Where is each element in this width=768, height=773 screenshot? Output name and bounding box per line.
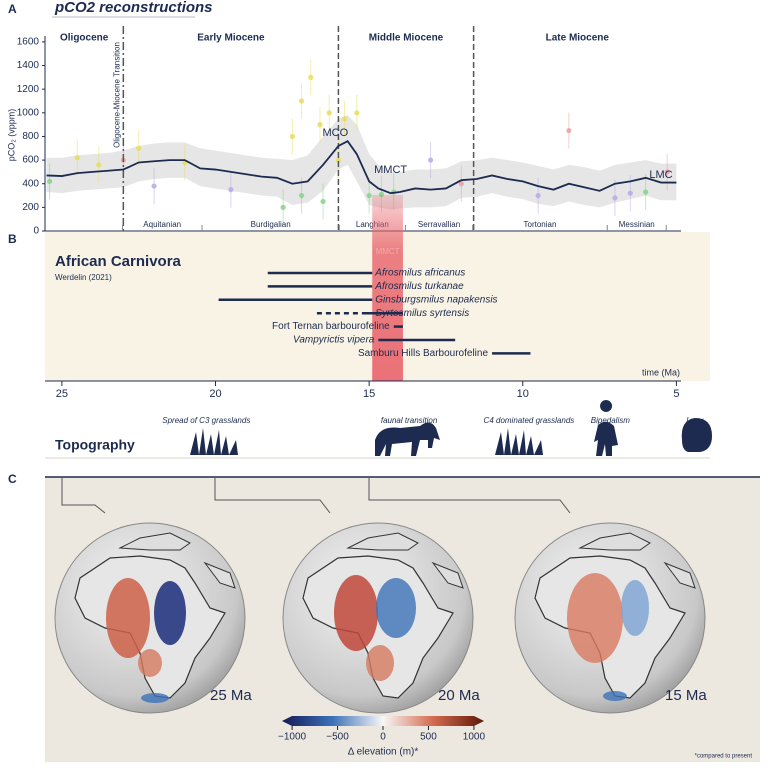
panel-label: C (8, 472, 17, 486)
y-tick-label: 1000 (17, 107, 40, 118)
x-tick-label: 25 (56, 388, 68, 400)
data-point (341, 116, 348, 122)
panel-label: B (8, 232, 17, 246)
data-point (96, 162, 102, 168)
y-tick-label: 1200 (17, 84, 40, 95)
skull-icon (681, 418, 712, 452)
y-axis-label: pCO₂ (vppm) (6, 109, 16, 162)
annotation: LMC (649, 169, 672, 181)
colorbar-tick-label: −1000 (278, 732, 307, 743)
data-point (366, 192, 372, 199)
event-label: faunal transition (381, 416, 438, 425)
data-point (228, 187, 234, 193)
y-tick-label: 0 (33, 226, 39, 237)
colorbar-tick-label: −500 (326, 732, 349, 743)
chart-title: pCO2 reconstructions (54, 0, 213, 16)
globe (54, 522, 246, 714)
event-label: Spread of C3 grasslands (162, 416, 250, 425)
data-point (320, 198, 326, 205)
data-point (151, 183, 157, 189)
taxon-label: Fort Ternan barbourofeline (272, 321, 390, 332)
epoch-label: Late Miocene (546, 33, 610, 44)
stage-label: Serravallian (418, 220, 460, 229)
data-point (643, 189, 649, 195)
data-point (136, 145, 142, 151)
y-tick-label: 800 (22, 131, 39, 142)
grass-icon (495, 428, 543, 455)
data-point (664, 169, 670, 175)
map-label: 15 Ma (665, 687, 707, 704)
mmct-label: MMCT (376, 247, 400, 256)
y-tick-label: 1400 (17, 60, 40, 71)
x-tick-label: 15 (363, 388, 375, 400)
x-tick-label: 5 (673, 388, 679, 400)
grass-icon (190, 428, 238, 455)
taxon-label: Samburu Hills Barbourofeline (358, 348, 489, 359)
y-tick-label: 600 (22, 155, 39, 166)
epoch-label: Oligocene (60, 33, 109, 44)
colorbar-tick-label: 0 (380, 732, 386, 743)
x-axis-label: time (Ma) (642, 367, 680, 377)
median-line (46, 140, 677, 195)
taxon-label: Ginsburgsmilus napakensis (375, 294, 497, 305)
map-label: 25 Ma (210, 687, 252, 704)
event-label: Lucy (686, 416, 704, 425)
globe (514, 522, 706, 714)
stage-label: Burdigalian (251, 220, 291, 229)
data-point (298, 192, 305, 199)
data-point (317, 122, 323, 128)
x-tick-label: 20 (209, 388, 221, 400)
section-title: Topography (55, 437, 135, 453)
hominin-icon (594, 400, 618, 456)
data-point (326, 110, 332, 116)
chart-title: African Carnivora (55, 253, 182, 270)
data-point (289, 133, 295, 140)
epoch-label: Middle Miocene (369, 33, 444, 44)
y-tick-label: 1600 (17, 37, 40, 48)
data-point (298, 98, 305, 104)
map-label: 20 Ma (438, 687, 480, 704)
stage-label: Aquitanian (143, 220, 181, 229)
data-point (458, 181, 464, 187)
stage-label: Tortonian (524, 220, 557, 229)
globe (282, 522, 474, 714)
epoch-label: Early Miocene (197, 33, 265, 44)
data-point (535, 192, 541, 199)
subtitle: Werdelin (2021) (55, 273, 112, 282)
taxon-label: Afrosmilus turkanae (374, 281, 464, 292)
colorbar-tick-label: 500 (420, 732, 437, 743)
event-label: Bipedalism (591, 416, 630, 425)
data-point (427, 157, 434, 163)
colorbar (282, 716, 484, 726)
y-tick-label: 200 (22, 202, 39, 213)
footnote: *compared to present (695, 754, 753, 760)
icons (190, 400, 712, 456)
transition-label: Oligocene-Miocene Transition (112, 42, 121, 148)
taxon-label: Afrosmilus africanus (374, 268, 465, 279)
taxon-label: Vampyrictis vipera (293, 335, 375, 346)
data-point (47, 178, 53, 184)
event-label: C4 dominated grasslands (484, 416, 575, 425)
stage-label: Messinian (619, 220, 655, 229)
data-point (354, 110, 360, 116)
panel-label: A (8, 2, 17, 16)
sabertooth-icon (375, 422, 440, 456)
data-point (566, 127, 572, 134)
data-point (308, 74, 314, 80)
y-tick-label: 400 (22, 178, 39, 189)
data-point (74, 155, 80, 161)
data-point (627, 190, 633, 196)
data-point (335, 157, 342, 163)
mmct-band (372, 195, 403, 381)
data-point (612, 195, 618, 201)
x-tick-label: 10 (517, 388, 529, 400)
annotation: MCO (323, 127, 349, 139)
data-point (280, 204, 286, 210)
colorbar-label: Δ elevation (m)* (348, 747, 419, 758)
leader-lines (61, 478, 571, 514)
taxon-label: Syrtosmilus syrtensis (375, 308, 469, 319)
annotation: MMCT (374, 164, 407, 176)
colorbar-tick-label: 1000 (463, 732, 486, 743)
